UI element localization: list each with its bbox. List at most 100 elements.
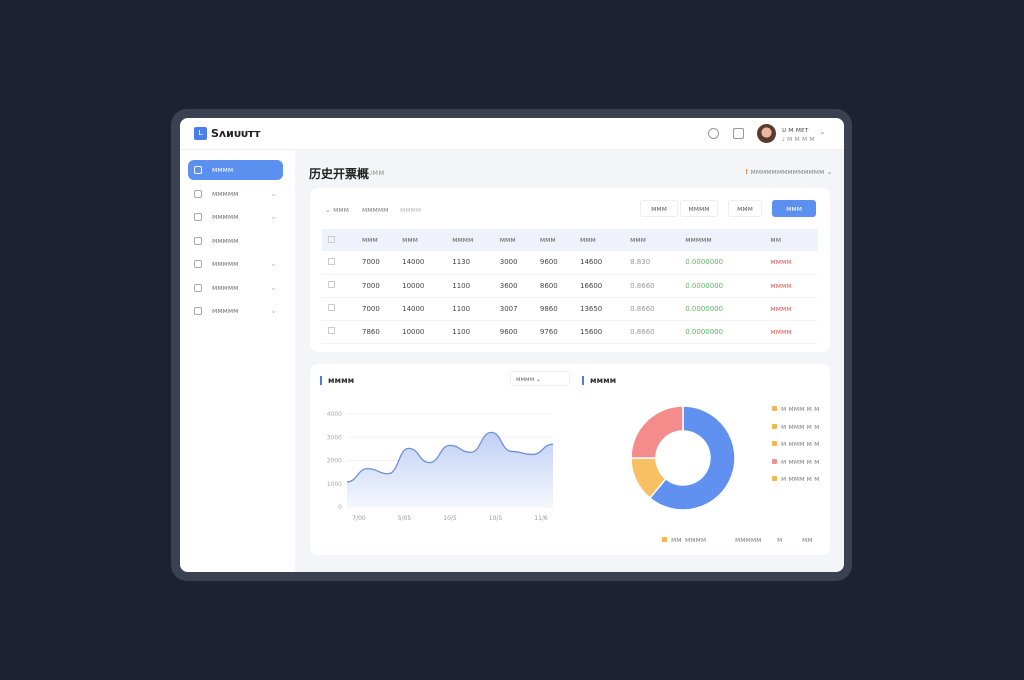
- table-cell: 9600: [539, 251, 580, 275]
- column-header[interactable]: ᴍᴍᴍ: [539, 229, 580, 251]
- avatar[interactable]: [757, 124, 776, 143]
- warning-icon: !: [745, 168, 749, 176]
- chevron-down-icon: ⌄: [270, 188, 277, 198]
- chevron-down-icon: ⌄: [270, 306, 277, 315]
- notice-text: ᴍᴍᴍᴍᴍᴍᴍᴍᴍᴍᴍᴍᴍᴍ: [750, 168, 825, 176]
- table-cell: ᴍᴍᴍᴍ: [770, 274, 818, 298]
- legend-swatch: [772, 406, 777, 411]
- menu-icon: [194, 189, 202, 198]
- filter-tab-3[interactable]: ᴍᴍᴍᴍ: [400, 206, 422, 214]
- table-cell: 3000: [499, 251, 540, 275]
- table-cell: 0.0000000: [685, 274, 771, 298]
- table-cell: 1100: [452, 297, 500, 321]
- column-header[interactable]: ᴍᴍ: [770, 229, 818, 251]
- table-row[interactable]: 7000 14000 1130 3000 9600 14600 8.830 0.0000000…: [322, 251, 818, 275]
- legend-item: ᴍ ᴍᴍᴍ ᴍ ᴍ: [772, 423, 819, 431]
- table-row[interactable]: 7000 10000 1100 3600 8600 16600 0.8660 0.000000…: [322, 274, 818, 298]
- row-checkbox[interactable]: [328, 304, 335, 311]
- sidebar-item-4[interactable]: ᴍᴍᴍᴍᴍ ⌄: [188, 254, 283, 274]
- x-tick-label: 10/5: [489, 515, 503, 522]
- table-cell: 8600: [539, 274, 580, 298]
- table-cell: 7000: [362, 297, 403, 321]
- legend-swatch: [772, 423, 777, 429]
- column-header[interactable]: ᴍᴍᴍ: [579, 229, 631, 251]
- notification-icon[interactable]: [708, 128, 719, 139]
- donut-slice[interactable]: [630, 405, 684, 459]
- donut-slice[interactable]: [648, 405, 736, 511]
- table-cell: 16600: [579, 274, 631, 298]
- table-cell: 13650: [579, 297, 631, 321]
- select-all-checkbox[interactable]: [322, 229, 362, 251]
- row-checkbox[interactable]: [328, 327, 335, 334]
- sidebar-item-label: ᴍᴍᴍᴍᴍ: [212, 189, 239, 198]
- row-checkbox[interactable]: [328, 257, 335, 265]
- legend-item: ᴍ ᴍᴍᴍ ᴍ ᴍ: [772, 440, 819, 448]
- sidebar-item-label: ᴍᴍᴍᴍᴍ: [212, 260, 239, 268]
- line-chart: 0 1000 2000 3000 4000 7/00 5/05 10/5 10/5 11/6: [327, 411, 554, 522]
- action-button-1[interactable]: ᴍᴍᴍ: [640, 200, 678, 217]
- sidebar-item-label: ᴍᴍᴍᴍᴍ: [212, 213, 239, 221]
- table-cell: 15600: [579, 320, 631, 344]
- menu-icon: [194, 236, 202, 245]
- table-cell: 7000: [362, 274, 403, 298]
- action-button-2[interactable]: ᴍᴍᴍᴍ: [680, 200, 718, 217]
- table-cell: 3007: [499, 297, 540, 321]
- table-cell: 10000: [402, 320, 453, 344]
- calendar-icon[interactable]: [733, 128, 744, 139]
- footer-item[interactable]: ᴍᴍᴍᴍᴍ: [735, 536, 762, 544]
- y-tick-label: 2000: [327, 458, 342, 465]
- sidebar-item-1[interactable]: ᴍᴍᴍᴍᴍ ⌄: [188, 184, 283, 204]
- table-cell: 14000: [402, 297, 453, 321]
- legend-item: ᴍ ᴍᴍᴍ ᴍ ᴍ: [772, 405, 819, 413]
- primary-button[interactable]: ᴍᴍᴍ: [772, 200, 816, 217]
- action-button-3[interactable]: ᴍᴍᴍ: [728, 200, 762, 217]
- line-chart-title: ᴍᴍᴍᴍ: [320, 376, 354, 385]
- sidebar-item-5[interactable]: ᴍᴍᴍᴍᴍ ⌄: [188, 278, 283, 298]
- chevron-down-icon: ⌄: [270, 259, 277, 268]
- table-cell: 0.8660: [630, 320, 686, 344]
- notice-link[interactable]: ! ᴍᴍᴍᴍᴍᴍᴍᴍᴍᴍᴍᴍᴍᴍ ⌄: [745, 168, 833, 176]
- page-subtitle: ᴊᴍᴍ: [369, 168, 385, 177]
- sidebar-item-0[interactable]: ᴍᴍᴍᴍ: [188, 160, 283, 180]
- user-info[interactable]: ᴜ ᴍ ᴍᴇᴛ ᴊ ᴍ ᴍ ᴍ ᴍ: [782, 126, 815, 144]
- column-header[interactable]: ᴍᴍᴍ: [499, 229, 540, 251]
- table-cell: 0.0000000: [685, 320, 771, 344]
- table-card: ⌄ ᴍᴍᴍ ᴍᴍᴍᴍᴍ ᴍᴍᴍᴍ ᴍᴍᴍ ᴍᴍᴍᴍ ᴍᴍᴍ ᴍᴍᴍ ᴍᴍᴍ ᴍᴍᴍ…: [310, 188, 830, 352]
- table-cell: 10000: [402, 274, 453, 298]
- filter-tab-1[interactable]: ⌄ ᴍᴍᴍ: [325, 206, 349, 214]
- chevron-down-icon: ⌄: [270, 282, 277, 292]
- table-cell: 9600: [499, 320, 540, 344]
- footer-item[interactable]: ᴍᴍ: [802, 536, 813, 544]
- table-cell: 0.0000000: [685, 251, 771, 275]
- table-cell: 1100: [452, 320, 500, 344]
- chevron-down-icon[interactable]: ⌄: [819, 127, 826, 136]
- footer-item[interactable]: ᴍᴍᴍᴍ: [685, 536, 707, 544]
- table-cell: 9760: [539, 320, 580, 344]
- menu-icon: [194, 260, 202, 268]
- column-header[interactable]: ᴍᴍᴍ: [402, 229, 453, 251]
- column-header[interactable]: ᴍᴍᴍᴍ: [452, 229, 500, 251]
- y-tick-label: 1000: [327, 481, 342, 488]
- menu-icon: [194, 213, 202, 221]
- table-cell: 7860: [362, 320, 403, 344]
- period-select[interactable]: ᴍᴍᴍᴍ ⌄: [510, 371, 570, 386]
- footer-item[interactable]: ᴍᴍ: [662, 536, 682, 544]
- page-title: 历史开票概: [309, 167, 370, 181]
- sidebar-item-3[interactable]: ᴍᴍᴍᴍᴍ: [188, 231, 283, 251]
- sidebar-item-2[interactable]: ᴍᴍᴍᴍᴍ ⌄: [188, 207, 283, 227]
- table-row[interactable]: 7000 14000 1100 3007 9860 13650 0.8660 0.000000…: [322, 297, 818, 321]
- legend-swatch: [772, 441, 777, 446]
- table-row[interactable]: 7860 10000 1100 9600 9760 15600 0.8660 0.000000…: [322, 320, 818, 344]
- filter-tab-2[interactable]: ᴍᴍᴍᴍᴍ: [362, 206, 389, 214]
- table-cell: ᴍᴍᴍᴍ: [770, 297, 818, 321]
- menu-icon: [194, 283, 202, 292]
- footer-item[interactable]: ᴍ: [777, 536, 783, 544]
- row-checkbox[interactable]: [328, 281, 335, 288]
- column-header[interactable]: ᴍᴍᴍ: [362, 229, 403, 251]
- sidebar-item-6[interactable]: ᴍᴍᴍᴍᴍ ⌄: [188, 301, 283, 321]
- column-header[interactable]: ᴍᴍᴍ: [630, 229, 686, 251]
- legend-swatch: [772, 476, 777, 481]
- app-window: ʟ Sᴧᴎᴜᴜᴛᴛ ᴜ ᴍ ᴍᴇᴛ ᴊ ᴍ ᴍ ᴍ ᴍ ⌄ ᴍᴍᴍᴍ ᴍᴍᴍᴍᴍ ⌄ ᴍ…: [180, 118, 844, 572]
- column-header[interactable]: ᴍᴍᴍᴍᴍ: [685, 229, 771, 251]
- sidebar-item-label: ᴍᴍᴍᴍᴍ: [212, 283, 239, 292]
